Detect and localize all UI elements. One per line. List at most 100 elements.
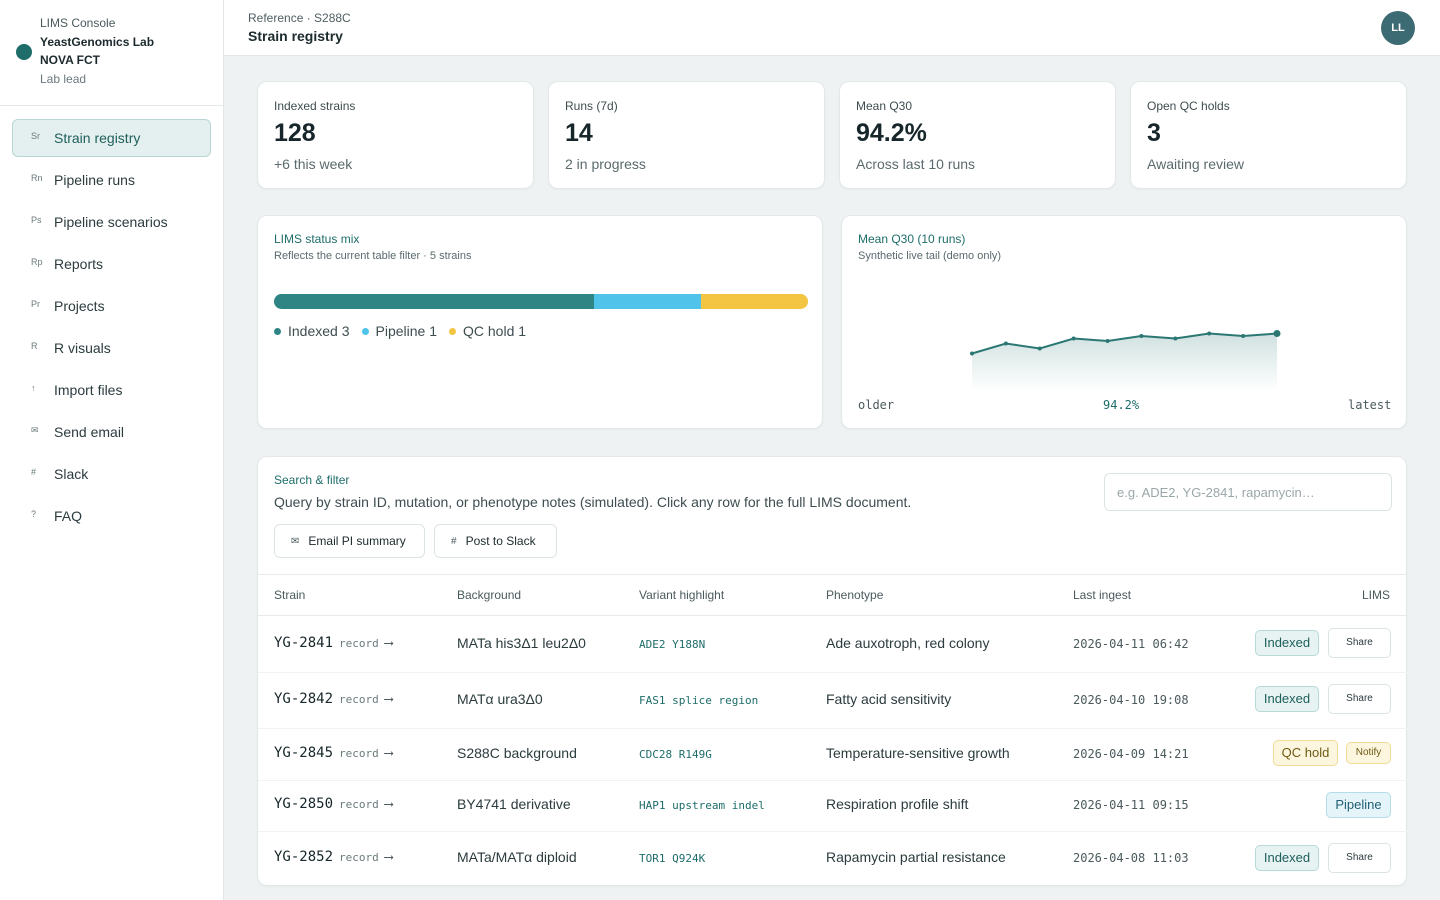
envelope-icon: ✉	[291, 535, 300, 547]
sidebar-item-faq[interactable]: ? FAQ	[12, 497, 211, 535]
sidebar-item-send-email[interactable]: ✉ Send email	[12, 413, 211, 451]
column-header-background[interactable]: Background	[457, 588, 522, 602]
kpi-label: Runs (7d)	[565, 99, 618, 113]
pipeline-scenarios-icon: Ps	[31, 215, 42, 225]
top-header: Reference · S288C Strain registry LL	[224, 0, 1440, 56]
background-cell: MATα ura3Δ0	[457, 691, 543, 707]
strain-cell[interactable]: YG-2852 record ⟶	[274, 849, 393, 865]
data-point	[1105, 339, 1110, 343]
search-description: Query by strain ID, mutation, or phenoty…	[274, 494, 912, 510]
sidebar-item-label: Pipeline scenarios	[54, 214, 168, 230]
strain-id: YG-2842	[274, 691, 334, 707]
column-header-lims[interactable]: LIMS	[1361, 588, 1390, 602]
q30-series-line	[971, 332, 1278, 355]
variant-cell: FAS1 splice region	[639, 694, 759, 707]
data-point	[1173, 336, 1178, 341]
sidebar-item-projects[interactable]: Pr Projects	[12, 287, 211, 325]
sidebar-nav: Sr Strain registry Rn Pipeline runs Ps P…	[12, 119, 211, 539]
search-input[interactable]	[1104, 473, 1392, 511]
legend-item-indexed: Indexed 3	[274, 323, 350, 339]
ingest-cell: 2026-04-10 19:08	[1073, 693, 1189, 707]
phenotype-cell: Respiration profile shift	[826, 796, 969, 812]
strain-cell[interactable]: YG-2842 record ⟶	[274, 691, 393, 707]
column-header-phenotype[interactable]: Phenotype	[826, 588, 884, 602]
sidebar-item-pipeline-scenarios[interactable]: Ps Pipeline scenarios	[12, 203, 211, 241]
strain-cell[interactable]: YG-2845 record ⟶	[274, 745, 393, 761]
q30-chart-title: Mean Q30 (10 runs)	[858, 232, 966, 246]
sidebar-item-reports[interactable]: Rp Reports	[12, 245, 211, 283]
row-divider	[258, 831, 1408, 832]
sidebar-item-slack[interactable]: # Slack	[12, 455, 211, 493]
org-name: NOVA FCT	[40, 53, 100, 67]
email-pi-summary-button[interactable]: ✉ Email PI summary	[274, 524, 425, 558]
sidebar-item-pipeline-runs[interactable]: Rn Pipeline runs	[12, 161, 211, 199]
sidebar-item-import-files[interactable]: ↑ Import files	[12, 371, 211, 409]
phenotype-cell: Ade auxotroph, red colony	[826, 635, 990, 651]
record-link[interactable]: record	[339, 798, 379, 811]
q30-sparkline-chart	[970, 330, 1281, 391]
lab-name: YeastGenomics Lab	[40, 34, 155, 49]
question-icon: ?	[31, 509, 37, 519]
sidebar-item-label: R visuals	[54, 340, 111, 356]
strain-cell[interactable]: YG-2841 record ⟶	[274, 635, 393, 651]
pipeline-runs-icon: Rn	[31, 173, 43, 183]
table-row[interactable]: YG-2852 record ⟶ MATa/MATα diploid TOR1 Q9…	[258, 831, 1408, 885]
sidebar-divider	[0, 105, 223, 106]
user-role: Lab lead	[40, 71, 87, 86]
kpi-value: 3	[1147, 119, 1161, 147]
sidebar-item-strain-registry[interactable]: Sr Strain registry	[12, 119, 211, 157]
legend-label: Pipeline 1	[375, 323, 438, 339]
strain-cell[interactable]: YG-2850 record ⟶	[274, 796, 393, 812]
strain-id: YG-2845	[274, 745, 334, 761]
strain-id: YG-2852	[274, 849, 334, 865]
share-button[interactable]: Share	[1328, 684, 1391, 714]
projects-icon: Pr	[31, 299, 40, 309]
search-title: Search & filter	[274, 473, 350, 487]
mix-segment-indexed	[274, 294, 595, 309]
data-point	[1037, 346, 1042, 351]
share-button[interactable]: Share	[1328, 628, 1391, 658]
column-header-variant[interactable]: Variant highlight	[639, 588, 725, 602]
breadcrumb[interactable]: Reference · S288C	[248, 11, 351, 25]
latest-data-point	[1273, 330, 1281, 337]
kpi-label: Mean Q30	[856, 99, 913, 113]
button-label: Post to Slack	[465, 534, 536, 548]
kpi-subtext: 2 in progress	[565, 156, 646, 172]
avatar[interactable]: LL	[1381, 11, 1415, 45]
sidebar-item-label: Reports	[54, 256, 104, 272]
record-link[interactable]: record	[339, 851, 379, 864]
arrow-right-icon: ⟶	[384, 850, 393, 865]
table-row[interactable]: YG-2850 record ⟶ BY4741 derivative HAP1 up…	[258, 780, 1408, 831]
status-mix-subtitle: Reflects the current table filter · 5 st…	[274, 250, 472, 262]
notify-button[interactable]: Notify	[1346, 742, 1391, 764]
row-divider	[258, 672, 1408, 673]
kpi-card-qc-holds: Open QC holds 3 Awaiting review	[1130, 81, 1407, 189]
q30-chart-card: Mean Q30 (10 runs) Synthetic live tail (…	[841, 215, 1407, 429]
status-badge: Pipeline	[1326, 792, 1391, 818]
column-header-last-ingest[interactable]: Last ingest	[1073, 588, 1132, 602]
column-header-strain[interactable]: Strain	[274, 588, 306, 602]
ingest-cell: 2026-04-09 14:21	[1073, 747, 1189, 761]
record-link[interactable]: record	[339, 637, 379, 650]
table-row[interactable]: YG-2841 record ⟶ MATa his3Δ1 leu2Δ0 ADE2 Y…	[258, 616, 1408, 672]
ingest-cell: 2026-04-08 11:03	[1073, 851, 1189, 865]
row-divider	[258, 780, 1408, 781]
post-to-slack-button[interactable]: # Post to Slack	[434, 524, 557, 558]
sidebar-item-r-visuals[interactable]: R R visuals	[12, 329, 211, 367]
sidebar-item-label: Send email	[54, 424, 125, 440]
record-link[interactable]: record	[339, 747, 379, 760]
sidebar-item-label: Projects	[54, 298, 105, 314]
share-button[interactable]: Share	[1328, 843, 1391, 873]
table-row[interactable]: YG-2845 record ⟶ S288C background CDC28 R1…	[258, 728, 1408, 780]
arrow-right-icon: ⟶	[384, 797, 393, 812]
legend-dot-pipeline	[361, 327, 369, 335]
page-title: Strain registry	[248, 28, 343, 44]
data-point	[1071, 336, 1076, 341]
legend-item-pipeline: Pipeline 1	[361, 323, 438, 339]
background-cell: BY4741 derivative	[457, 796, 571, 812]
axis-label-older: older	[858, 398, 895, 412]
table-row[interactable]: YG-2842 record ⟶ MATα ura3Δ0 FAS1 splice r…	[258, 672, 1408, 728]
record-link[interactable]: record	[339, 693, 379, 706]
sidebar-item-label: Strain registry	[54, 130, 141, 146]
sidebar-item-label: FAQ	[54, 508, 83, 524]
